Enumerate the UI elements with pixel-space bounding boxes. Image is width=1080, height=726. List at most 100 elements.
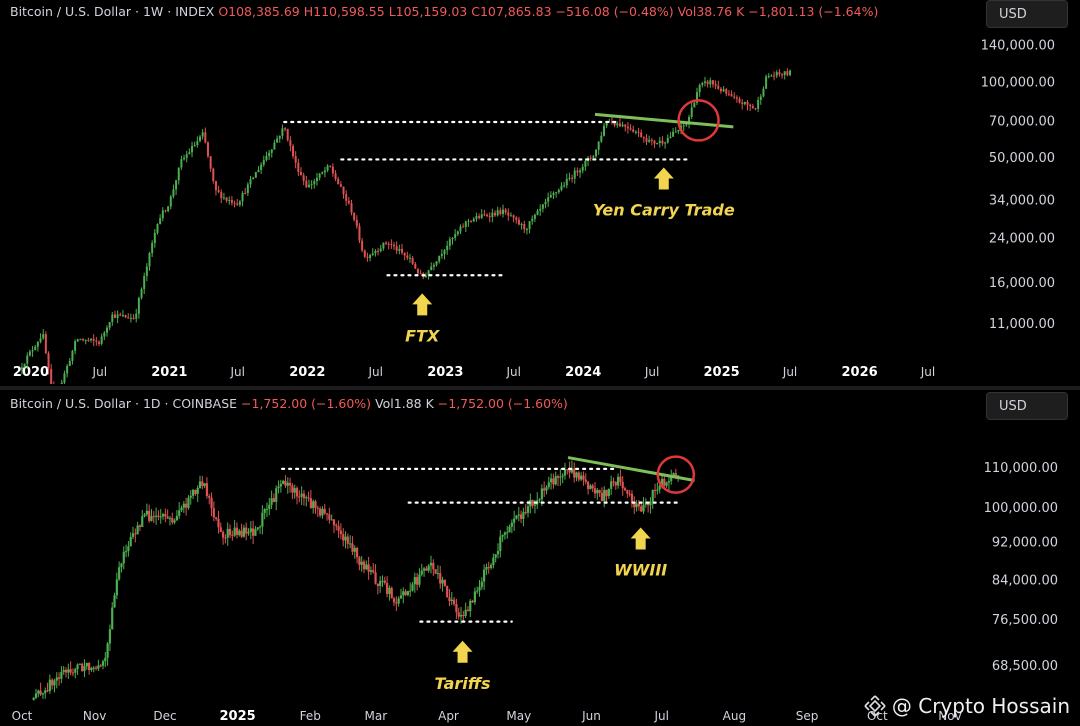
candle-body: [249, 179, 252, 185]
y-tick-label: 76,500.00: [992, 613, 1058, 628]
candle-body: [757, 100, 760, 109]
weekly-volume: Vol38.76 K: [677, 4, 745, 19]
up-arrow-icon: [653, 167, 674, 190]
daily-currency-button[interactable]: USD: [986, 392, 1068, 420]
candle-body: [210, 497, 213, 509]
candle-body: [580, 475, 583, 480]
candle-body: [138, 525, 142, 527]
candle-body: [233, 527, 236, 536]
candle-body: [332, 519, 336, 526]
candle-body: [387, 243, 390, 245]
candle-body: [789, 70, 792, 76]
candle-body: [97, 665, 100, 669]
candle-body: [278, 135, 281, 139]
candle-body: [690, 107, 693, 117]
candle-body: [257, 169, 260, 173]
candle-body: [425, 568, 428, 571]
candle-body: [198, 481, 202, 488]
candle-body: [517, 514, 520, 516]
x-tick-label: Sep: [796, 709, 819, 723]
x-tick-label: Aug: [723, 709, 746, 723]
candle-body: [355, 219, 358, 227]
candle-body: [83, 666, 86, 672]
candle-body: [420, 570, 423, 575]
candle-body: [422, 568, 426, 571]
candle-body: [501, 209, 504, 215]
candle-body: [215, 517, 218, 519]
candle-body: [321, 508, 324, 516]
candle-body: [670, 475, 673, 482]
candle-body: [612, 481, 615, 483]
x-tick-label: 2025: [220, 709, 256, 724]
candle-body: [642, 137, 645, 139]
x-tick-label: 2020: [13, 365, 49, 380]
candle-body: [614, 481, 617, 486]
x-tick-label: 2023: [427, 365, 463, 380]
candle-body: [621, 481, 624, 489]
candle-body: [593, 488, 597, 494]
y-tick-label: 100,000.00: [981, 75, 1055, 90]
panel-divider[interactable]: [0, 386, 1080, 390]
candle-body: [512, 215, 515, 218]
candle-body: [293, 488, 296, 493]
candle-body: [645, 138, 648, 142]
candle-body: [252, 528, 255, 536]
candle-body: [199, 136, 202, 142]
candle-body: [50, 368, 53, 384]
candle-body: [150, 516, 153, 521]
candle-body: [88, 662, 91, 671]
candle-body: [746, 101, 749, 105]
candle-body: [183, 157, 186, 160]
candle-body: [765, 76, 768, 89]
candle-body: [456, 231, 459, 235]
candle-body: [397, 598, 400, 604]
weekly-chart-svg[interactable]: 11,000.00 16,000.00 24,000.00 34,000.00 50,0…: [0, 0, 1080, 384]
candle-body: [457, 612, 460, 617]
candle-body: [480, 581, 483, 587]
candle-body: [531, 500, 534, 506]
candle-body: [733, 96, 736, 98]
candle-body: [214, 181, 217, 191]
candle-body: [393, 244, 396, 247]
candle-body: [71, 350, 74, 361]
candle-body: [23, 363, 26, 368]
candle-body: [115, 579, 118, 596]
candle-body: [118, 567, 121, 580]
breakout-circle: [656, 455, 696, 494]
candle-body: [337, 179, 340, 185]
candle-body: [319, 508, 322, 516]
candle-body: [302, 175, 305, 181]
trendline: [594, 112, 734, 129]
candle-body: [325, 513, 329, 515]
candle-body: [355, 547, 359, 558]
candle-body: [586, 481, 590, 490]
candle-body: [693, 102, 696, 108]
candle-body: [344, 536, 347, 541]
candle-body: [270, 498, 273, 505]
candle-body: [177, 167, 180, 181]
candle-body: [616, 123, 619, 126]
candle-body: [315, 177, 318, 182]
candle-body: [371, 253, 374, 255]
candle-body: [258, 526, 262, 528]
candle-body: [717, 85, 720, 89]
x-tick-label: Jul: [654, 709, 669, 723]
y-tick-label: 24,000.00: [989, 232, 1055, 247]
candle-body: [619, 476, 622, 482]
candle-body: [167, 206, 170, 211]
candle-body: [143, 276, 146, 290]
candle-body: [711, 80, 714, 85]
candle-body: [228, 200, 231, 202]
candle-body: [76, 664, 79, 670]
candle-body: [217, 518, 220, 528]
candle-body: [519, 514, 523, 519]
x-tick-label: 2024: [565, 365, 601, 380]
daily-chart-svg[interactable]: 68,500.00 76,500.00 84,000.00 92,000.00 100,…: [0, 392, 1080, 726]
weekly-currency-button[interactable]: USD: [986, 0, 1068, 28]
candle-body: [60, 382, 63, 384]
candle-body: [672, 473, 675, 476]
y-tick-label: 84,000.00: [992, 574, 1058, 589]
candle-body: [767, 75, 770, 77]
candle-body: [273, 142, 276, 150]
candle-body: [205, 483, 209, 497]
